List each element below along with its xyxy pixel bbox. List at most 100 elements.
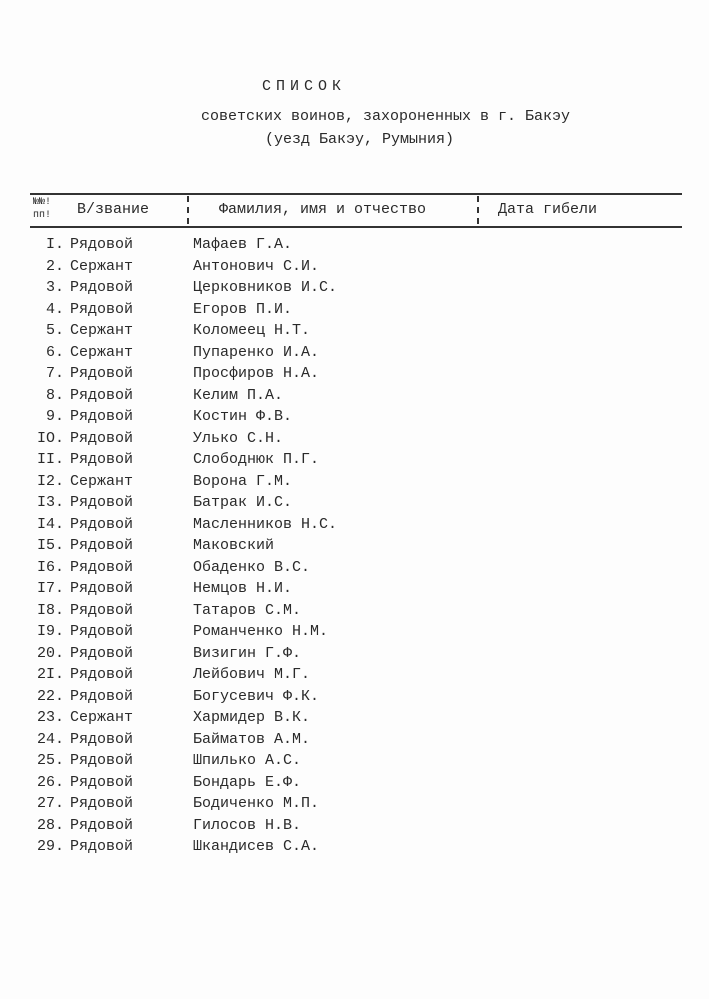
row-name: Слободнюк П.Г. bbox=[193, 451, 320, 468]
row-number: I8. bbox=[36, 601, 64, 619]
row-name: Егоров П.И. bbox=[193, 300, 293, 318]
row-name: Бондарь Е.Ф. bbox=[193, 773, 302, 791]
table-row: I2. Сержант Ворона Г.М. bbox=[0, 473, 709, 494]
row-number: 9. bbox=[45, 408, 64, 425]
header-name: Фамилия, имя и отчество bbox=[219, 201, 427, 218]
table-row: I4. Рядовой Масленников Н.С. bbox=[0, 516, 709, 537]
row-number: I9. bbox=[36, 623, 64, 640]
row-rank: Рядовой bbox=[70, 816, 134, 834]
row-number: 2I. bbox=[36, 666, 64, 683]
table-row: I7. Рядовой Немцов Н.И. bbox=[0, 580, 709, 601]
row-rank: Рядовой bbox=[70, 494, 134, 511]
row-number: I. bbox=[45, 236, 64, 253]
table-row: I9. Рядовой Романченко Н.М. bbox=[0, 623, 709, 644]
row-rank: Рядовой bbox=[70, 666, 134, 683]
document-subtitle-location: (уезд Бакэу, Румыния) bbox=[265, 131, 455, 148]
row-rank: Рядовой bbox=[70, 623, 134, 640]
table-row: 8. Рядовой Келим П.А. bbox=[0, 387, 709, 408]
row-name: Визигин Г.Ф. bbox=[193, 644, 302, 662]
row-name: Хармидер В.К. bbox=[193, 709, 311, 726]
row-number: II. bbox=[36, 451, 64, 468]
row-rank: Рядовой bbox=[70, 429, 134, 447]
header-number-line1: №№! bbox=[33, 197, 52, 208]
header-number: №№! пп! bbox=[33, 196, 51, 222]
row-name: Ворона Г.М. bbox=[193, 472, 293, 490]
row-number: I2. bbox=[36, 472, 64, 490]
row-number: I4. bbox=[36, 515, 64, 533]
row-number: 8. bbox=[45, 386, 64, 404]
row-name: Батрак И.С. bbox=[193, 494, 293, 511]
table-row: 7. Рядовой Просфиров Н.А. bbox=[0, 365, 709, 386]
row-name: Мафаев Г.А. bbox=[193, 236, 293, 253]
table-row: 9. Рядовой Костин Ф.В. bbox=[0, 408, 709, 429]
table-row: 20. Рядовой Визигин Г.Ф. bbox=[0, 645, 709, 666]
row-number: 6. bbox=[45, 343, 64, 361]
row-name: Байматов А.М. bbox=[193, 730, 311, 748]
row-name: Бодиченко М.П. bbox=[193, 795, 320, 812]
row-rank: Сержант bbox=[70, 343, 134, 361]
table-row: 4. Рядовой Егоров П.И. bbox=[0, 301, 709, 322]
table-row: IO. Рядовой Улько С.Н. bbox=[0, 430, 709, 451]
row-name: Маковский bbox=[193, 537, 275, 554]
header-date: Дата гибели bbox=[498, 201, 598, 218]
row-rank: Сержант bbox=[70, 257, 134, 275]
table-row: 22. Рядовой Богусевич Ф.К. bbox=[0, 688, 709, 709]
row-number: 27. bbox=[36, 795, 64, 812]
table-row: 5. Сержант Коломеец Н.Т. bbox=[0, 322, 709, 343]
row-name: Гилосов Н.В. bbox=[193, 816, 302, 834]
row-number: 23. bbox=[36, 709, 64, 726]
table-header-rule bbox=[30, 226, 682, 228]
row-rank: Рядовой bbox=[70, 365, 134, 382]
table-row: I. Рядовой Мафаев Г.А. bbox=[0, 236, 709, 257]
row-name: Татаров С.М. bbox=[193, 601, 302, 619]
row-name: Улько С.Н. bbox=[193, 429, 284, 447]
table-row: 25. Рядовой Шпилько А.С. bbox=[0, 752, 709, 773]
row-rank: Сержант bbox=[70, 709, 134, 726]
row-name: Масленников Н.С. bbox=[193, 515, 338, 533]
row-rank: Рядовой bbox=[70, 451, 134, 468]
row-rank: Рядовой bbox=[70, 644, 134, 662]
row-rank: Рядовой bbox=[70, 795, 134, 812]
row-rank: Рядовой bbox=[70, 601, 134, 619]
row-number: 24. bbox=[36, 730, 64, 748]
row-number: 22. bbox=[36, 687, 64, 705]
row-rank: Рядовой bbox=[70, 236, 134, 253]
row-number: 5. bbox=[45, 322, 64, 339]
table-row: 28. Рядовой Гилосов Н.В. bbox=[0, 817, 709, 838]
row-number: I7. bbox=[36, 580, 64, 597]
row-number: 20. bbox=[36, 644, 64, 662]
table-top-rule bbox=[30, 193, 682, 195]
table-row: I6. Рядовой Обаденко В.С. bbox=[0, 559, 709, 580]
row-name: Пупаренко И.А. bbox=[193, 343, 320, 361]
row-number: 3. bbox=[45, 279, 64, 296]
row-number: 25. bbox=[36, 752, 64, 769]
table-row: 2I. Рядовой Лейбович М.Г. bbox=[0, 666, 709, 687]
document-subtitle: советских воинов, захороненных в г. Бакэ… bbox=[201, 108, 571, 125]
row-number: I5. bbox=[36, 537, 64, 554]
row-number: 4. bbox=[45, 300, 64, 318]
table-row: II. Рядовой Слободнюк П.Г. bbox=[0, 451, 709, 472]
row-name: Шпилько А.С. bbox=[193, 752, 302, 769]
row-name: Коломеец Н.Т. bbox=[193, 322, 311, 339]
row-rank: Рядовой bbox=[70, 386, 134, 404]
row-name: Немцов Н.И. bbox=[193, 580, 293, 597]
row-number: 7. bbox=[45, 365, 64, 382]
row-name: Романченко Н.М. bbox=[193, 623, 329, 640]
row-name: Церковников И.С. bbox=[193, 279, 338, 296]
row-number: 29. bbox=[36, 838, 64, 855]
row-name: Обаденко В.С. bbox=[193, 558, 311, 576]
row-rank: Рядовой bbox=[70, 279, 134, 296]
table-row: 24. Рядовой Байматов А.М. bbox=[0, 731, 709, 752]
row-number: I6. bbox=[36, 558, 64, 576]
table-row: 2. Сержант Антонович С.И. bbox=[0, 258, 709, 279]
row-name: Просфиров Н.А. bbox=[193, 365, 320, 382]
document-title: СПИСОК bbox=[262, 78, 347, 95]
row-rank: Рядовой bbox=[70, 558, 134, 576]
row-number: 2. bbox=[45, 257, 64, 275]
row-name: Шкандисев С.А. bbox=[193, 838, 320, 855]
table-row: I8. Рядовой Татаров С.М. bbox=[0, 602, 709, 623]
row-rank: Рядовой bbox=[70, 408, 134, 425]
row-rank: Сержант bbox=[70, 322, 134, 339]
table-row: 26. Рядовой Бондарь Е.Ф. bbox=[0, 774, 709, 795]
